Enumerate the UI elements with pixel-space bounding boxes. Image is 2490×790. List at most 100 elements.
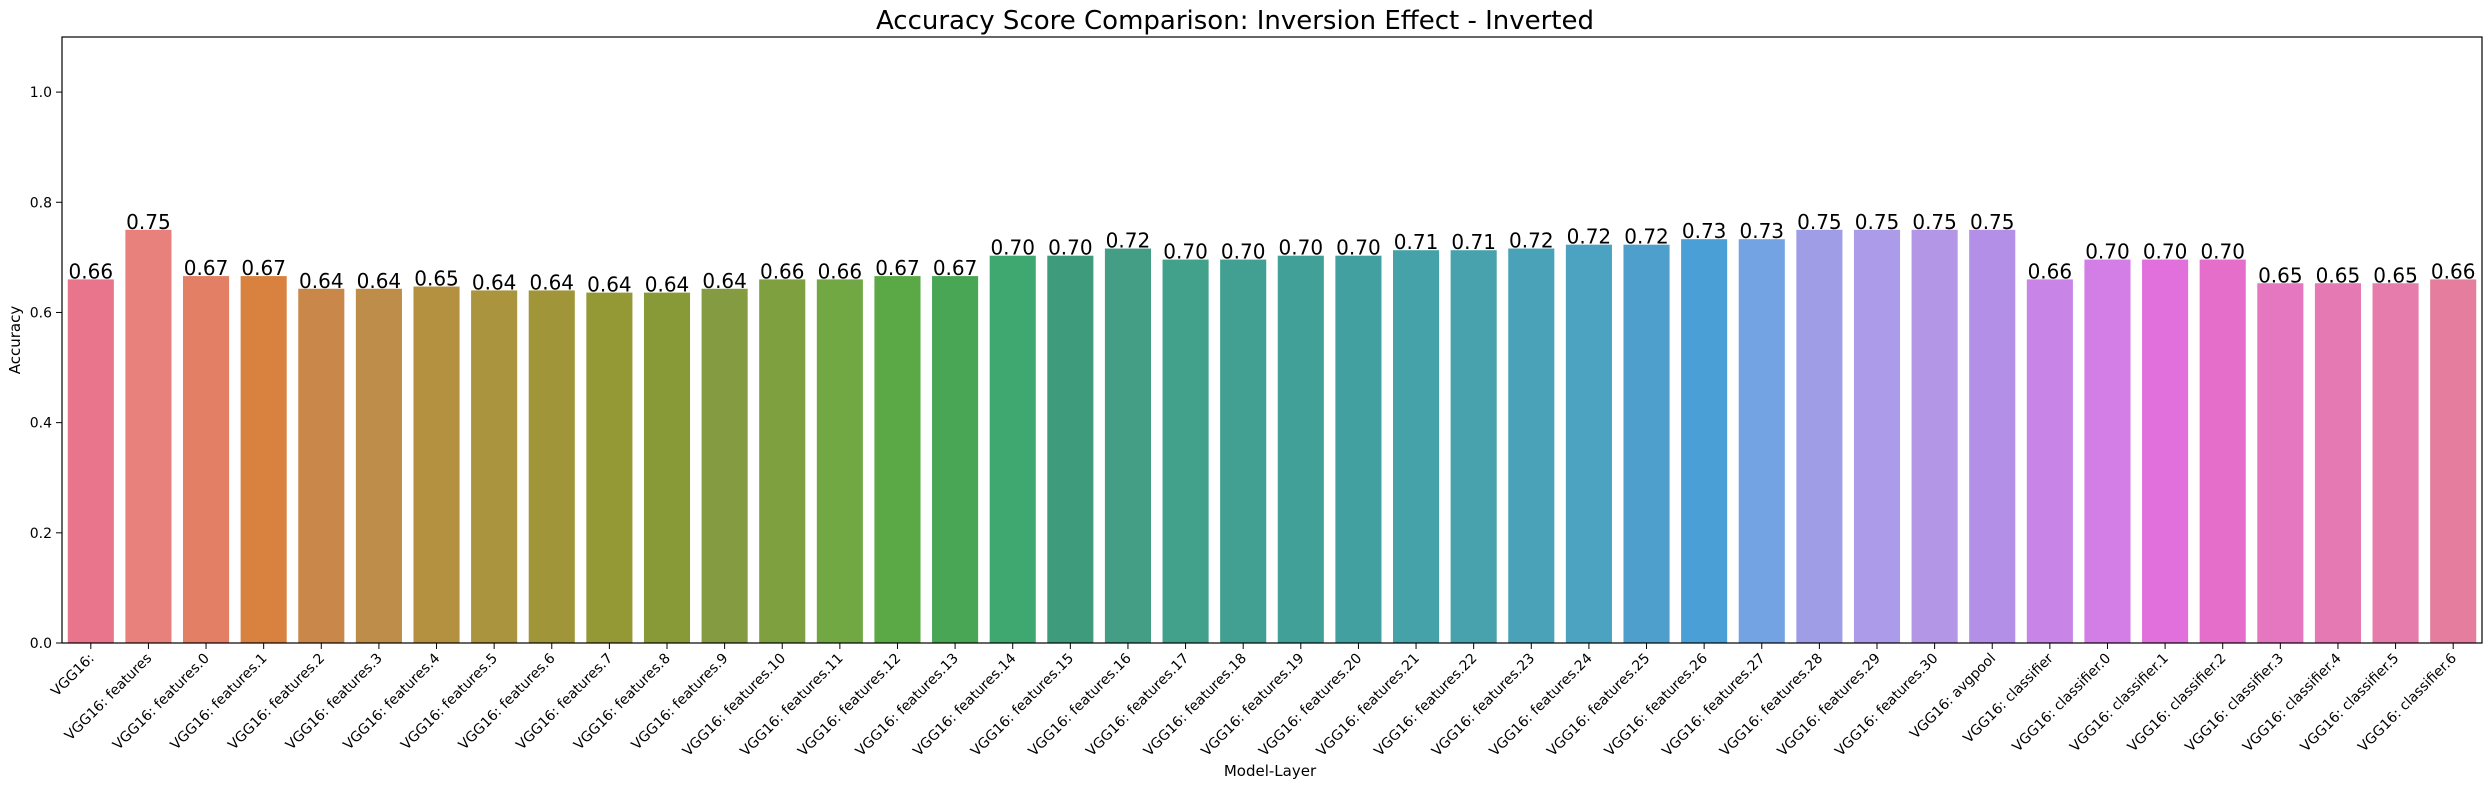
bar	[1681, 239, 1728, 643]
bar-value-label: 0.64	[587, 273, 632, 297]
x-tick-label: VGG16: features.26	[1602, 650, 1711, 759]
x-tick-label: VGG16: features.15	[968, 651, 1077, 760]
bar-value-label: 0.75	[126, 210, 171, 234]
x-tick-label: VGG16: features.4	[341, 650, 444, 753]
bar	[874, 276, 921, 643]
bar-value-label: 0.65	[414, 267, 459, 291]
bar-value-label: 0.71	[1451, 230, 1496, 254]
x-tick-label: VGG16: classifier.0	[2010, 651, 2115, 756]
x-tick-label: VGG16:	[48, 651, 97, 700]
bar	[1047, 255, 1094, 643]
x-tick-label: VGG16: features.21	[1314, 651, 1423, 760]
x-tick-label: VGG16: features.12	[795, 651, 904, 760]
bar	[183, 276, 230, 643]
bar-value-label: 0.75	[1970, 210, 2015, 234]
plot-frame	[61, 36, 2483, 644]
bar	[1162, 259, 1209, 643]
x-tick-label: VGG16: features.14	[910, 650, 1019, 759]
bar	[759, 279, 806, 643]
bar	[1450, 250, 1497, 643]
bar	[816, 279, 863, 643]
bars	[67, 229, 2477, 644]
bar	[643, 292, 691, 643]
bar-value-label: 0.67	[241, 256, 286, 280]
bar	[240, 276, 287, 643]
x-tick-label: VGG16: features.7	[513, 651, 616, 754]
bar-value-label: 0.66	[2431, 259, 2476, 283]
x-tick-label: VGG16: features.27	[1659, 651, 1768, 760]
bar-value-label: 0.70	[990, 236, 1035, 260]
x-tick-label: VGG16: features.23	[1429, 651, 1538, 760]
bar	[1220, 259, 1267, 643]
bar-value-label: 0.72	[1509, 229, 1554, 253]
y-tick-label: 0.6	[30, 305, 52, 321]
bar	[413, 286, 460, 643]
bar	[298, 288, 345, 643]
x-tick-label: VGG16: classifier.4	[2240, 650, 2345, 755]
bar	[1623, 244, 1670, 643]
bar	[1393, 250, 1440, 643]
bar-value-label: 0.72	[1106, 229, 1151, 253]
bar-value-label: 0.72	[1567, 225, 1612, 249]
x-tick-label: VGG16: features.2	[225, 651, 328, 754]
bar-value-label: 0.65	[2373, 263, 2418, 287]
x-tick-label: VGG16: features.30	[1832, 651, 1941, 760]
data-labels: 0.66 0.75 0.67 0.67 0.64 0.64 0.65 0.64 0.64 0.64…	[69, 210, 2476, 297]
y-tick-label: 0.0	[30, 636, 52, 652]
x-tick-label: VGG16: features.3	[283, 651, 386, 754]
bar-value-label: 0.75	[1855, 210, 1900, 234]
bar	[2142, 259, 2189, 643]
x-tick-label: VGG16: features.11	[738, 651, 847, 760]
chart-title: Accuracy Score Comparison: Inversion Eff…	[876, 6, 1594, 36]
x-tick-label: VGG16: features.10	[680, 651, 789, 760]
x-tick-label: VGG16: features.19	[1198, 651, 1307, 760]
bar	[2026, 279, 2073, 643]
x-tick-label: VGG16: classifier.6	[2355, 650, 2460, 755]
bar	[2257, 283, 2304, 643]
x-tick-label: VGG16: features.0	[110, 651, 213, 754]
bar	[2314, 283, 2361, 643]
bar-value-label: 0.70	[1048, 236, 1093, 260]
bar-value-label: 0.65	[2258, 263, 2303, 287]
bar	[586, 292, 633, 643]
bar	[1104, 248, 1151, 644]
x-tick-label: VGG16: classifier.1	[2067, 651, 2172, 756]
x-tick-label: VGG16: features.17	[1083, 651, 1192, 760]
x-tick-label: VGG16: features.8	[571, 651, 674, 754]
bar	[2084, 259, 2131, 643]
x-tick-label: VGG16: classifier.5	[2298, 651, 2403, 756]
bar-value-label: 0.66	[760, 259, 805, 283]
y-axis: 0.0 0.2 0.4 0.6 0.8 1.0	[30, 85, 62, 652]
x-tick-label: VGG16: features.29	[1775, 651, 1884, 760]
bar-value-label: 0.73	[1682, 219, 1727, 243]
bar-value-label: 0.64	[472, 270, 517, 294]
bar	[1508, 248, 1555, 644]
bar	[1335, 255, 1382, 643]
bar-value-label: 0.75	[1797, 210, 1842, 234]
x-tick-label: VGG16: classifier.2	[2125, 651, 2230, 756]
bar-value-label: 0.71	[1394, 230, 1439, 254]
y-axis-label: Accuracy	[6, 306, 24, 375]
x-tick-label: VGG16: features.22	[1371, 651, 1480, 760]
x-tick-label: VGG16: features.25	[1544, 651, 1653, 760]
x-tick-label: VGG16: features.13	[853, 651, 962, 760]
bar	[989, 255, 1036, 643]
bar	[1738, 239, 1785, 643]
bar-value-label: 0.64	[299, 269, 344, 293]
y-tick-label: 1.0	[30, 85, 52, 101]
bar	[2430, 279, 2477, 643]
bar-value-label: 0.70	[1279, 236, 1324, 260]
bar	[932, 276, 979, 643]
bar	[355, 288, 402, 643]
x-tick-label: VGG16: features.9	[629, 651, 732, 754]
x-tick-label: VGG16: features.24	[1487, 650, 1596, 759]
bar-value-label: 0.67	[184, 256, 229, 280]
bar	[471, 290, 518, 643]
bar-value-label: 0.66	[2028, 259, 2073, 283]
x-tick-label: VGG16: features.28	[1717, 651, 1826, 760]
bar	[528, 290, 575, 643]
bar-value-label: 0.64	[702, 269, 747, 293]
bar	[1969, 229, 2016, 643]
